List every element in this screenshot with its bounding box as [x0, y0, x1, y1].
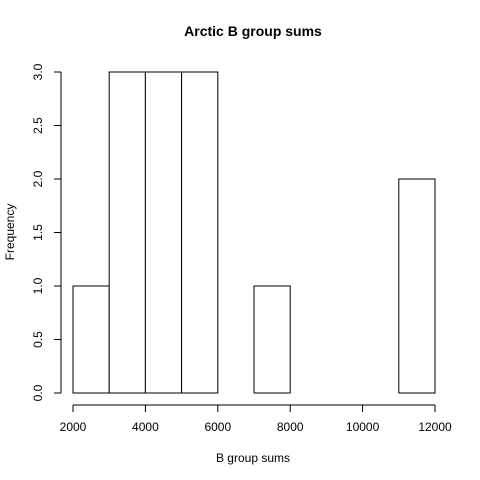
y-tick-label-5: 2.5 — [31, 117, 45, 134]
y-axis-label: Frequency — [3, 204, 17, 261]
y-axis: 0.0 0.5 1.0 1.5 2.0 2.5 3.0 — [31, 63, 62, 401]
x-tick-label-3: 8000 — [277, 420, 304, 434]
histogram-bar-1 — [108, 71, 146, 394]
chart-title: Arctic B group sums — [184, 23, 322, 39]
x-axis: 2000 4000 6000 8000 10000 12000 — [60, 404, 452, 434]
y-tick-label-6: 3.0 — [31, 63, 45, 80]
bars-group — [72, 71, 436, 394]
y-tick-label-0: 0.0 — [31, 384, 45, 401]
x-tick-label-4: 10000 — [346, 420, 380, 434]
x-tick-label-2: 6000 — [204, 420, 231, 434]
histogram-bar-0 — [72, 285, 110, 394]
y-tick-label-4: 2.0 — [31, 170, 45, 187]
y-tick-label-2: 1.0 — [31, 277, 45, 294]
histogram-bar-3 — [181, 71, 219, 394]
x-tick-label-1: 4000 — [132, 420, 159, 434]
x-tick-label-0: 2000 — [60, 420, 87, 434]
histogram-bar-5 — [253, 285, 291, 394]
x-tick-label-5: 12000 — [418, 420, 452, 434]
histogram-bar-9 — [398, 178, 436, 394]
x-axis-label: B group sums — [216, 451, 290, 465]
y-tick-label-3: 1.5 — [31, 224, 45, 241]
y-tick-label-1: 0.5 — [31, 331, 45, 348]
histogram-bar-2 — [144, 71, 183, 394]
